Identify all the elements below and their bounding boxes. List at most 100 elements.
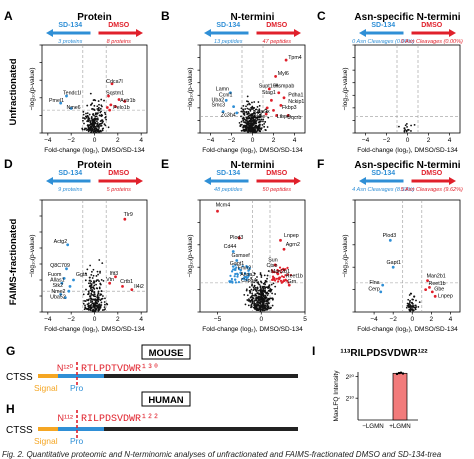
highlight-point — [65, 267, 68, 271]
point-label: Pmel1 — [49, 98, 64, 104]
data-point — [267, 116, 270, 119]
highlight-point — [65, 94, 68, 98]
peptide-sequence-human: RILPDSVDWR¹²² — [81, 414, 159, 425]
data-point — [245, 289, 248, 292]
data-point — [98, 303, 101, 306]
point-label: Plod3 — [383, 233, 397, 239]
species-label-human: HUMAN — [148, 395, 183, 406]
data-point — [88, 113, 91, 116]
data-point — [97, 304, 100, 306]
data-point — [246, 118, 249, 120]
data-point — [404, 129, 407, 131]
row-label-faims: FAIMS-fractionated — [8, 219, 19, 306]
data-point — [87, 130, 90, 133]
data-point — [266, 294, 269, 296]
highlight-point — [426, 279, 429, 283]
data-point — [82, 113, 85, 116]
data-point — [97, 300, 100, 303]
data-point — [410, 308, 412, 311]
highlight-point — [428, 285, 431, 289]
point-label: Lnpep — [284, 233, 299, 239]
panel-letter: F — [317, 157, 324, 171]
data-point — [94, 117, 97, 120]
data-point — [398, 125, 400, 128]
data-point — [264, 290, 266, 293]
data-point — [100, 130, 102, 133]
point-label: Stk2 — [53, 283, 64, 289]
data-point — [89, 289, 92, 292]
data-point — [243, 293, 246, 296]
data-point — [89, 92, 92, 95]
data-point — [406, 305, 409, 307]
data-point — [245, 124, 248, 127]
point-label: Q8C709 — [50, 263, 70, 269]
point-label: Gsmsef — [232, 253, 251, 259]
data-point — [93, 109, 96, 111]
point-label: Il4i2 — [134, 284, 144, 290]
data-point — [96, 117, 99, 120]
data-point — [86, 268, 89, 271]
data-point — [102, 127, 105, 130]
data-point — [259, 298, 261, 300]
data-point — [251, 299, 254, 302]
data-point — [96, 302, 99, 304]
data-point — [406, 125, 408, 128]
point-label: Pdha1 — [288, 93, 303, 99]
data-point — [99, 124, 102, 127]
data-point — [262, 300, 265, 303]
highlight-point — [388, 238, 392, 242]
data-point — [270, 306, 272, 309]
data-point — [260, 274, 263, 277]
point-label: Fuom — [48, 272, 62, 278]
highlight-point — [433, 294, 437, 298]
data-point — [259, 307, 262, 310]
data-point — [100, 110, 102, 113]
data-point — [262, 285, 264, 288]
data-point — [262, 120, 264, 123]
data-point — [258, 123, 261, 126]
data-point — [87, 299, 89, 302]
x-tick-label: 0 — [93, 316, 97, 323]
red-point — [287, 281, 290, 284]
data-point — [92, 274, 95, 277]
data-point — [89, 104, 92, 106]
data-point — [271, 297, 274, 300]
data-point — [255, 122, 258, 125]
right-count: 8 proteins — [107, 39, 131, 45]
data-point — [266, 300, 269, 303]
panel-letter-g: G — [6, 344, 15, 358]
data-point — [90, 273, 93, 276]
data-point — [267, 307, 269, 310]
highlight-point — [216, 209, 219, 213]
pro-segment-mouse — [58, 374, 104, 378]
data-point — [95, 305, 98, 307]
data-point — [85, 307, 88, 310]
chain-segment-human — [104, 427, 298, 431]
y-axis-label: −log₁₀(p-value) — [342, 67, 349, 110]
data-point — [405, 130, 408, 133]
panel-title: N-termini — [231, 160, 275, 171]
right-arrow-label: DMSO — [108, 22, 130, 29]
pro-label-mouse: Pro — [70, 383, 84, 393]
data-point — [101, 121, 104, 124]
data-point — [240, 120, 243, 123]
data-point — [413, 295, 415, 298]
point-label: Uba52 — [50, 294, 66, 300]
right-arrow-label: DMSO — [421, 22, 443, 29]
data-point — [87, 290, 90, 293]
data-point — [266, 304, 269, 307]
data-point — [104, 303, 106, 306]
data-point — [264, 283, 266, 286]
data-point — [99, 306, 102, 309]
replicate-point — [395, 372, 399, 376]
highlight-point — [108, 281, 112, 285]
highlight-point — [284, 58, 288, 62]
data-point — [100, 301, 103, 304]
data-point — [83, 122, 85, 125]
data-point — [253, 285, 256, 288]
point-label: Uba2 — [212, 98, 225, 104]
right-count: 5 proteins — [107, 187, 131, 193]
data-point — [88, 128, 91, 131]
point-label: Man2b1 — [271, 269, 290, 275]
